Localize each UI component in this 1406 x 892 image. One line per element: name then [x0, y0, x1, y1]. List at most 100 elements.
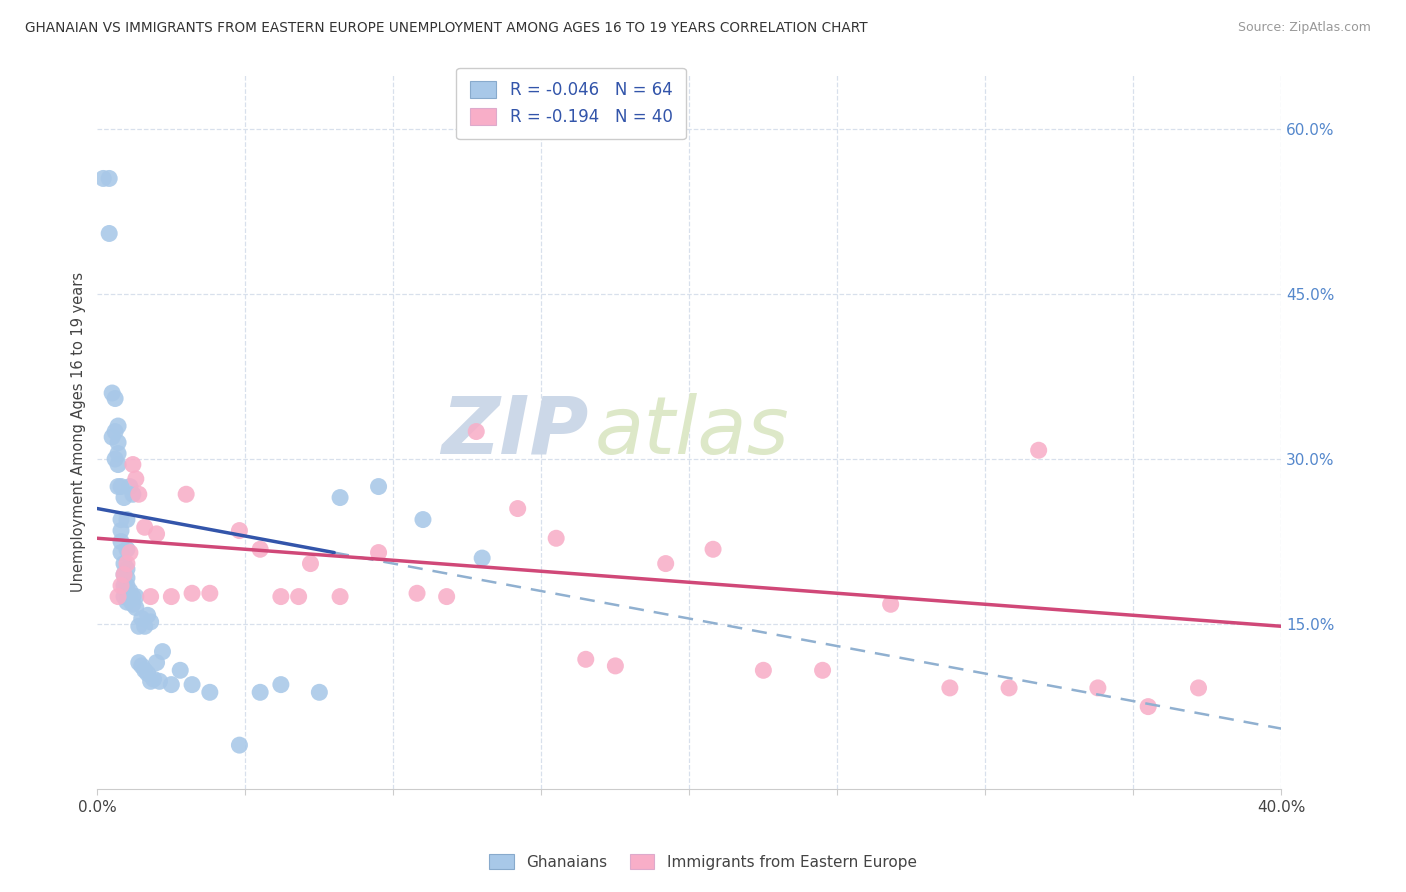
Point — [181, 678, 204, 692]
Point — [107, 458, 129, 472]
Point — [136, 608, 159, 623]
Point — [546, 531, 568, 545]
Text: atlas: atlas — [595, 392, 789, 471]
Point — [131, 659, 153, 673]
Point — [115, 595, 138, 609]
Point — [128, 656, 150, 670]
Point — [308, 685, 330, 699]
Point — [329, 590, 352, 604]
Point — [270, 590, 292, 604]
Point — [228, 524, 250, 538]
Point — [122, 597, 145, 611]
Point — [112, 557, 135, 571]
Point — [107, 479, 129, 493]
Point — [112, 590, 135, 604]
Point — [115, 557, 138, 571]
Point — [228, 738, 250, 752]
Point — [575, 652, 598, 666]
Point — [107, 446, 129, 460]
Point — [436, 590, 458, 604]
Point — [131, 611, 153, 625]
Point — [1028, 443, 1050, 458]
Point — [299, 557, 322, 571]
Point — [112, 567, 135, 582]
Point — [125, 600, 148, 615]
Point — [101, 430, 124, 444]
Point — [134, 619, 156, 633]
Point — [134, 520, 156, 534]
Point — [107, 419, 129, 434]
Point — [198, 586, 221, 600]
Point — [145, 656, 167, 670]
Point — [939, 681, 962, 695]
Point — [174, 487, 197, 501]
Point — [142, 672, 165, 686]
Point — [998, 681, 1021, 695]
Point — [122, 458, 145, 472]
Point — [249, 685, 271, 699]
Point — [139, 590, 162, 604]
Point — [160, 678, 183, 692]
Point — [104, 452, 127, 467]
Point — [471, 551, 494, 566]
Text: ZIP: ZIP — [441, 392, 589, 471]
Point — [115, 586, 138, 600]
Point — [1087, 681, 1109, 695]
Point — [1187, 681, 1209, 695]
Point — [115, 578, 138, 592]
Point — [104, 392, 127, 406]
Point — [110, 578, 132, 592]
Point — [112, 491, 135, 505]
Point — [160, 590, 183, 604]
Point — [329, 491, 352, 505]
Point — [367, 479, 389, 493]
Point — [136, 666, 159, 681]
Point — [811, 663, 834, 677]
Point — [107, 590, 129, 604]
Legend: Ghanaians, Immigrants from Eastern Europe: Ghanaians, Immigrants from Eastern Europ… — [482, 846, 924, 877]
Point — [752, 663, 775, 677]
Point — [145, 527, 167, 541]
Point — [287, 590, 309, 604]
Point — [101, 386, 124, 401]
Point — [125, 472, 148, 486]
Point — [115, 562, 138, 576]
Point — [702, 542, 724, 557]
Text: GHANAIAN VS IMMIGRANTS FROM EASTERN EUROPE UNEMPLOYMENT AMONG AGES 16 TO 19 YEAR: GHANAIAN VS IMMIGRANTS FROM EASTERN EURO… — [25, 21, 868, 35]
Point — [91, 171, 114, 186]
Point — [181, 586, 204, 600]
Point — [139, 615, 162, 629]
Point — [122, 487, 145, 501]
Point — [148, 674, 170, 689]
Point — [112, 567, 135, 582]
Point — [98, 171, 121, 186]
Point — [406, 586, 429, 600]
Point — [122, 590, 145, 604]
Point — [110, 524, 132, 538]
Point — [104, 425, 127, 439]
Point — [110, 545, 132, 559]
Point — [110, 512, 132, 526]
Y-axis label: Unemployment Among Ages 16 to 19 years: Unemployment Among Ages 16 to 19 years — [72, 271, 86, 591]
Point — [107, 435, 129, 450]
Legend: R = -0.046   N = 64, R = -0.194   N = 40: R = -0.046 N = 64, R = -0.194 N = 40 — [456, 68, 686, 139]
Point — [118, 545, 141, 559]
Point — [270, 678, 292, 692]
Point — [128, 619, 150, 633]
Point — [98, 227, 121, 241]
Point — [412, 512, 434, 526]
Point — [605, 659, 627, 673]
Point — [506, 501, 529, 516]
Point — [118, 584, 141, 599]
Point — [128, 487, 150, 501]
Point — [125, 590, 148, 604]
Point — [118, 593, 141, 607]
Point — [110, 479, 132, 493]
Point — [198, 685, 221, 699]
Point — [115, 571, 138, 585]
Point — [654, 557, 676, 571]
Point — [112, 578, 135, 592]
Point — [1137, 699, 1160, 714]
Point — [249, 542, 271, 557]
Point — [115, 512, 138, 526]
